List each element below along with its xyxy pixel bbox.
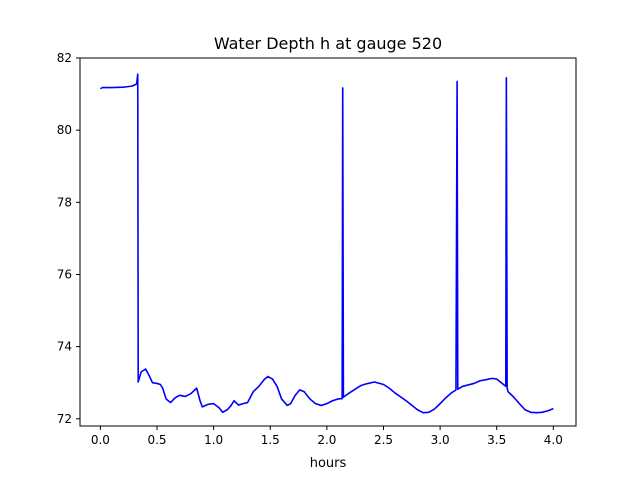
- x-axis-label: hours: [310, 456, 347, 471]
- y-tick-label: 80: [57, 123, 72, 137]
- series-line: [100, 73, 554, 414]
- x-tick-label: 3.0: [431, 433, 450, 447]
- y-tick-label: 76: [57, 267, 72, 281]
- axes: 0.0 0.5 1.0 1.5 2.0 2.5 3.0 3.5 4.0 72 74 76 78 80 82: [57, 51, 563, 447]
- x-tick-label: 2.5: [374, 433, 393, 447]
- y-tick-label: 72: [57, 412, 72, 426]
- x-tick-label: 3.5: [487, 433, 506, 447]
- x-tick-label: 1.0: [204, 433, 223, 447]
- x-tick-label: 4.0: [544, 433, 563, 447]
- x-tick-label: 0.5: [147, 433, 166, 447]
- y-tick-label: 82: [57, 51, 72, 65]
- plot-frame: [79, 57, 577, 427]
- y-tick-label: 74: [57, 340, 72, 354]
- x-tick-label: 1.5: [261, 433, 280, 447]
- plot-area: [100, 73, 554, 414]
- chart-title: Water Depth h at gauge 520: [214, 34, 442, 53]
- x-tick-label: 0.0: [91, 433, 110, 447]
- y-tick-label: 78: [57, 195, 72, 209]
- x-tick-label: 2.0: [317, 433, 336, 447]
